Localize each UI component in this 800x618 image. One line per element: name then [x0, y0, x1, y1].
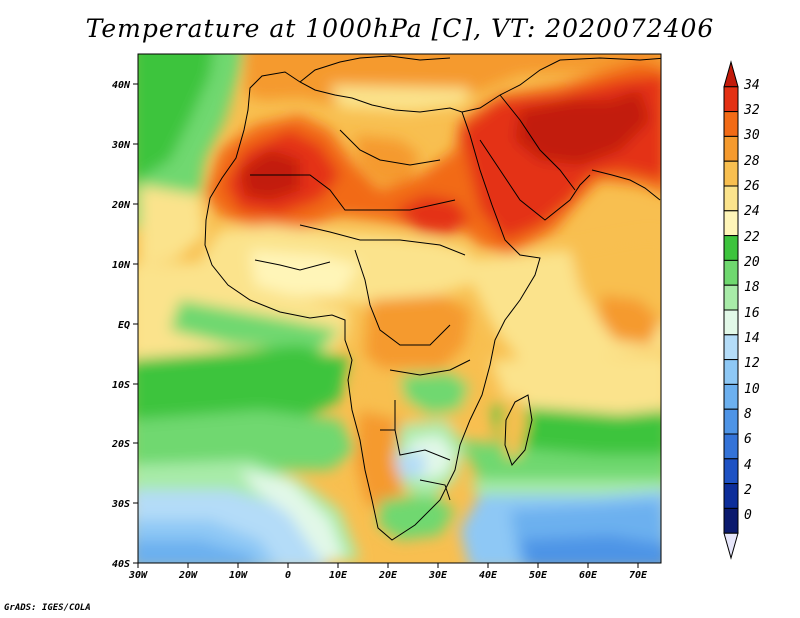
colorbar-label: 22 — [744, 230, 760, 245]
lon-label: 30E — [428, 570, 448, 581]
colorbar: 34 32 30 28 26 24 22 20 18 16 14 12 10 8… — [723, 60, 760, 560]
lat-label: 10S — [112, 380, 130, 391]
map-frame — [137, 53, 662, 564]
colorbar-label: 18 — [744, 280, 760, 295]
colorbar-label: 26 — [744, 179, 760, 194]
latitude-labels: 40N 30N 20N 10N EQ 10S 20S 30S 40S — [111, 80, 131, 570]
colorbar-label: 20 — [744, 255, 760, 270]
colorbar-swatch — [723, 284, 739, 311]
lat-label: 20N — [111, 200, 131, 211]
colorbar-label: 4 — [744, 458, 752, 473]
lon-label: 0 — [285, 570, 291, 581]
lat-label: 40S — [112, 559, 130, 570]
lon-label: 20W — [178, 570, 198, 581]
colorbar-swatch — [723, 359, 739, 385]
lon-label: 60E — [579, 570, 598, 581]
lat-label: 30N — [111, 140, 131, 151]
colorbar-label: 28 — [744, 154, 760, 169]
colorbar-swatch — [723, 334, 739, 361]
colorbar-swatch — [723, 210, 739, 237]
colorbar-label: 14 — [744, 331, 760, 346]
colorbar-label: 0 — [744, 508, 752, 523]
colorbar-swatch — [723, 383, 739, 410]
colorbar-label: 10 — [744, 382, 760, 397]
colorbar-bottom-triangle — [723, 532, 739, 560]
lon-label: 10W — [229, 570, 248, 581]
colorbar-swatch — [723, 111, 739, 137]
colorbar-label: 34 — [743, 78, 760, 93]
longitude-labels: 30W 20W 10W 0 10E 20E 30E 40E 50E 60E 70… — [128, 570, 648, 581]
colorbar-swatch — [723, 86, 739, 113]
colorbar-label: 24 — [744, 204, 760, 219]
colorbar-swatch — [723, 433, 739, 460]
lat-label: 10N — [112, 260, 131, 271]
colorbar-label: 32 — [743, 103, 760, 118]
colorbar-swatch — [723, 135, 739, 162]
temperature-field — [138, 54, 661, 563]
grads-credit: GrADS: IGES/COLA — [4, 603, 91, 613]
colorbar-label: 12 — [744, 356, 760, 371]
lat-label: EQ — [118, 320, 130, 331]
colorbar-swatch — [723, 309, 739, 336]
colorbar-label: 6 — [744, 432, 752, 447]
map-title: Temperature at 1000hPa [C], VT: 20200724… — [85, 14, 715, 43]
colorbar-swatch — [723, 408, 739, 435]
axis-ticks — [133, 83, 639, 568]
coastlines — [204, 55, 661, 541]
lon-label: 10E — [329, 570, 348, 581]
lon-label: 20E — [378, 570, 398, 581]
colorbar-swatch — [723, 483, 739, 509]
lon-label: 40E — [479, 570, 498, 581]
colorbar-swatch — [723, 259, 739, 286]
lat-label: 40N — [112, 80, 131, 91]
colorbar-swatch — [723, 235, 739, 261]
lon-label: 70E — [629, 570, 648, 581]
colorbar-swatch — [723, 507, 739, 534]
colorbar-label: 2 — [744, 483, 752, 498]
lat-label: 20S — [111, 439, 130, 450]
colorbar-swatch — [723, 160, 739, 187]
lon-label: 30W — [128, 570, 148, 581]
colorbar-label: 30 — [743, 128, 760, 143]
colorbar-swatch — [723, 185, 739, 212]
colorbar-top-triangle — [723, 60, 739, 88]
lat-label: 30S — [111, 499, 130, 510]
colorbar-label: 16 — [744, 306, 760, 321]
colorbar-swatches — [723, 60, 739, 560]
colorbar-label: 8 — [744, 407, 752, 422]
colorbar-swatch — [723, 458, 739, 485]
lon-label: 50E — [529, 570, 548, 581]
